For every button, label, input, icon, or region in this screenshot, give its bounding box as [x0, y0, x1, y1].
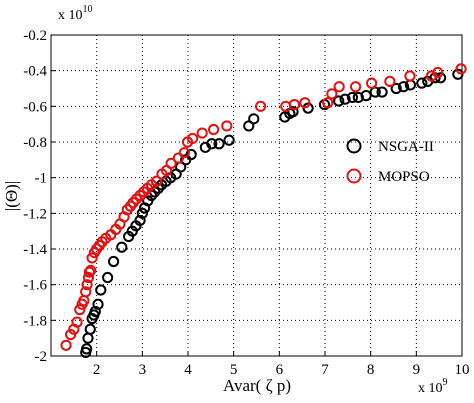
point-mopso	[81, 279, 93, 291]
axis-ticks	[51, 34, 463, 357]
y-tick-label: -0.8	[23, 135, 47, 151]
point-mopso	[280, 100, 292, 112]
point-mopso	[349, 81, 362, 93]
point-nsga-ii	[369, 86, 381, 98]
point-mopso	[196, 127, 208, 139]
x-tick-label: 3	[139, 362, 147, 378]
point-mopso	[255, 100, 267, 112]
point-nsga-ii	[223, 134, 235, 146]
y-tick-label: -1.4	[23, 242, 47, 258]
y-tick-labels: -2 -1.8 -1.6 -1.4 -1.2 -1 -0.8 -0.6 -0.4 -0.2	[23, 28, 47, 365]
y-tick-label: -1.2	[23, 206, 47, 222]
point-mopso	[85, 264, 97, 276]
point-nsga-ii	[339, 93, 351, 105]
point-mopso	[365, 77, 378, 89]
x-tick-label: 7	[321, 362, 329, 378]
x-tick-label: 10	[455, 362, 470, 378]
x-multiplier-label: x 109	[418, 377, 448, 396]
point-nsga-ii	[416, 77, 428, 89]
point-nsga-ii	[84, 323, 96, 335]
point-nsga-ii	[116, 241, 128, 253]
point-nsga-ii	[107, 255, 120, 268]
point-nsga-ii	[333, 95, 345, 107]
point-mopso	[207, 123, 220, 136]
point-nsga-ii	[346, 91, 358, 104]
point-nsga-ii	[185, 148, 197, 161]
y-tick-label: -1.8	[23, 313, 47, 329]
y-tick-label: -2	[35, 349, 48, 365]
point-mopso	[288, 98, 301, 111]
legend-marker-nsga-ii	[346, 138, 362, 154]
point-mopso	[384, 75, 396, 87]
x-tick-label: 4	[184, 362, 192, 378]
point-nsga-ii	[95, 284, 107, 296]
y-tick-label: -0.2	[23, 28, 47, 44]
x-tick-label: 6	[276, 362, 284, 378]
point-mopso	[221, 120, 233, 132]
point-mopso	[186, 132, 199, 145]
x-tick-label: 2	[93, 362, 101, 378]
point-nsga-ii	[92, 298, 104, 310]
point-nsga-ii	[213, 138, 225, 150]
y-tick-label: -1	[35, 171, 48, 187]
y-multiplier-exponent: 10	[83, 4, 93, 15]
legend: NSGA-II MOPSO	[346, 138, 434, 185]
point-nsga-ii	[102, 271, 114, 284]
x-tick-label: 8	[367, 362, 375, 378]
point-nsga-ii	[243, 120, 255, 132]
point-mopso	[322, 97, 334, 109]
point-nsga-ii	[397, 81, 410, 93]
point-mopso	[178, 147, 190, 159]
legend-label-nsga-ii: NSGA-II	[378, 139, 434, 155]
legend-label-mopso: MOPSO	[378, 169, 430, 185]
y-axis-label: |(Θ)|	[2, 181, 21, 211]
point-mopso	[71, 316, 83, 328]
y-multiplier-base: x 10	[58, 8, 83, 23]
x-tick-label: 9	[413, 362, 421, 378]
grid-lines	[51, 35, 462, 356]
point-mopso	[150, 175, 163, 187]
point-nsga-ii	[376, 86, 388, 98]
x-tick-label: 5	[230, 362, 238, 378]
point-mopso	[165, 157, 177, 169]
point-mopso	[60, 339, 72, 351]
x-multiplier-exponent: 9	[443, 377, 448, 388]
point-nsga-ii	[134, 214, 146, 227]
plot-area	[50, 34, 463, 357]
point-nsga-ii	[206, 138, 218, 150]
legend-marker-mopso	[346, 168, 362, 184]
point-mopso	[333, 81, 345, 93]
point-mopso	[455, 63, 467, 75]
point-mopso	[74, 304, 86, 316]
point-mopso	[326, 88, 338, 100]
y-multiplier-label: x 1010	[58, 4, 93, 23]
point-nsga-ii	[89, 305, 101, 318]
point-nsga-ii	[352, 91, 364, 104]
point-nsga-ii	[287, 106, 299, 118]
point-mopso	[80, 286, 92, 298]
point-mopso	[404, 70, 416, 82]
point-nsga-ii	[248, 113, 260, 125]
point-mopso	[82, 271, 95, 284]
point-mopso	[86, 252, 98, 264]
point-nsga-ii	[81, 343, 93, 355]
point-nsga-ii	[82, 332, 94, 344]
point-nsga-ii	[390, 82, 402, 95]
x-tick-labels: 2 3 4 5 6 7 8 9 10	[93, 362, 470, 378]
point-mopso	[432, 66, 444, 79]
point-nsga-ii	[136, 207, 148, 219]
y-tick-label: -0.6	[23, 99, 47, 115]
data-points	[60, 63, 467, 359]
y-tick-label: -1.6	[23, 278, 47, 294]
point-nsga-ii	[360, 90, 372, 102]
x-multiplier-base: x 10	[418, 381, 443, 396]
point-mopso	[299, 97, 311, 109]
y-tick-label: -0.4	[23, 64, 47, 80]
x-axis-label: Avar( ζ p)	[223, 376, 291, 395]
point-mopso	[83, 266, 95, 278]
